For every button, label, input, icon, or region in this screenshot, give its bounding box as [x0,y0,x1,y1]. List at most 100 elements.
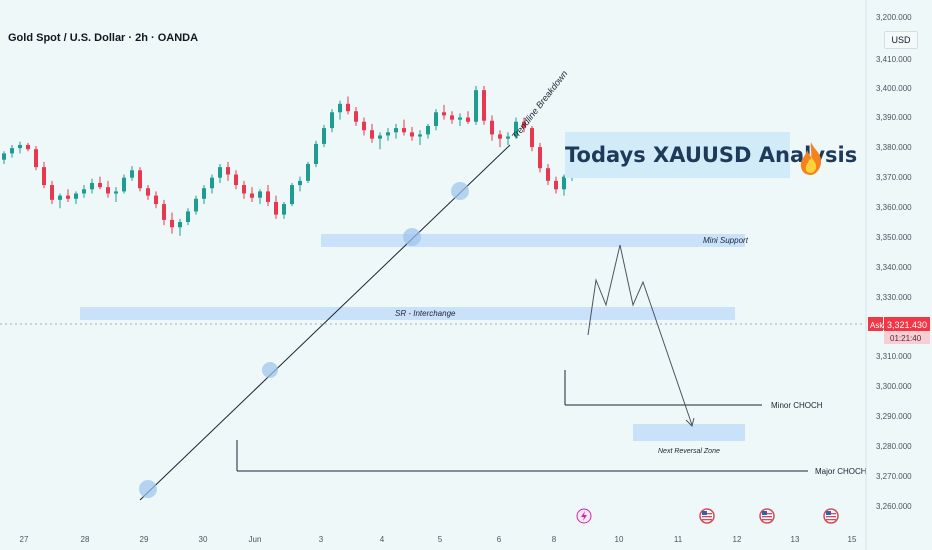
candle-body [450,115,454,120]
touch-point-marker [403,228,421,246]
candle-body [530,128,534,148]
mini-support-label: Mini Support [703,236,749,245]
candle-body [58,195,62,200]
candle-body [458,117,462,120]
x-axis[interactable]: 27 28 29 30 Jun 3 4 5 6 8 10 11 12 13 15 [20,535,857,544]
candle-body [466,117,470,122]
analysis-title-box: Todays XAUUSD Analysis [565,132,857,178]
candle-body [74,193,78,199]
symbol-title[interactable]: Gold Spot / U.S. Dollar · 2h · OANDA [8,32,199,44]
candle-body [498,134,502,139]
candle-body [330,112,334,129]
reversal-zone-label: Next Reversal Zone [658,448,720,455]
y-tick-label: 3,260.000 [876,502,912,511]
candle-body [162,204,166,220]
candle-body [242,185,246,194]
touch-point-marker [139,480,157,498]
candlestick-series [2,85,582,236]
x-tick-label: 27 [20,535,29,544]
candle-body [26,144,30,150]
x-tick-label: 28 [81,535,90,544]
candle-body [410,132,414,137]
candle-body [506,136,510,139]
y-axis[interactable]: 3,200.000 3,410.000 3,400.000 3,390.000 3,38… [876,13,912,511]
candle-body [42,167,46,186]
candle-body [2,153,6,160]
candle-body [130,170,134,178]
major-choch-label: Major CHOCH [815,467,867,476]
candle-body [426,125,430,135]
candle-body [98,182,102,188]
x-tick-label: 15 [848,535,857,544]
candle-body [266,191,270,202]
y-tick-label: 3,370.000 [876,173,912,182]
candle-body [146,188,150,196]
candle-body [210,177,214,189]
x-tick-label: 10 [615,535,624,544]
currency-button[interactable]: USD [884,31,918,49]
price-tag-value: 3,321.430 [887,320,927,330]
y-tick-label: 3,380.000 [876,143,912,152]
candle-body [482,90,486,121]
candle-body [554,180,558,190]
x-tick-label: 8 [552,535,557,544]
candle-body [434,112,438,126]
ask-label-box [868,317,883,331]
lightning-event-icon[interactable] [576,508,592,524]
candle-body [338,103,342,113]
candle-body [186,211,190,222]
x-tick-label: 11 [674,535,683,544]
candle-body [354,111,358,122]
candle-body [522,121,526,129]
projection-arrowhead [685,417,695,427]
x-tick-label: 4 [380,535,385,544]
candle-body [290,185,294,205]
next-reversal-zone [633,424,745,441]
y-tick-label: 3,360.000 [876,203,912,212]
candle-body [474,90,478,122]
y-tick-label: 3,390.000 [876,113,912,122]
trendline-label: Trendline Breakdown [510,69,570,142]
candle-body [362,121,366,131]
x-tick-label: 5 [438,535,443,544]
y-tick-label: 3,290.000 [876,412,912,421]
candle-body [514,121,518,137]
candle-body [490,120,494,135]
candle-body [50,185,54,200]
y-tick-label: 3,270.000 [876,472,912,481]
candle-body [114,191,118,194]
y-tick-label: 3,350.000 [876,233,912,242]
trendline [139,144,511,501]
y-tick-label: 3,400.000 [876,84,912,93]
y-tick-label: 3,410.000 [876,55,912,64]
x-tick-label: 6 [497,535,502,544]
candle-body [258,191,262,198]
countdown-value: 01:21:40 [890,334,922,343]
candle-body [18,144,22,149]
candle-body [122,177,126,192]
candle-body [66,195,70,199]
touch-point-marker [262,362,278,378]
x-tick-label: 29 [140,535,149,544]
candle-body [154,195,158,205]
candle-body [274,201,278,215]
minor-choch-label: Minor CHOCH [771,401,823,410]
x-tick-label: 12 [733,535,742,544]
candle-body [538,147,542,169]
fire-icon [800,142,822,175]
us-flag-event-icon[interactable] [823,508,839,524]
y-tick-label: 3,310.000 [876,352,912,361]
candle-body [90,182,94,190]
candle-body [82,189,86,194]
candle-body [138,170,142,189]
candle-body [386,132,390,136]
candle-body [234,174,238,186]
candle-body [394,128,398,133]
candle-body [170,219,174,228]
us-flag-event-icon[interactable] [699,508,715,524]
sr-interchange-zone [80,307,735,320]
us-flag-event-icon[interactable] [759,508,775,524]
candle-body [546,168,550,181]
candle-body [402,128,406,133]
